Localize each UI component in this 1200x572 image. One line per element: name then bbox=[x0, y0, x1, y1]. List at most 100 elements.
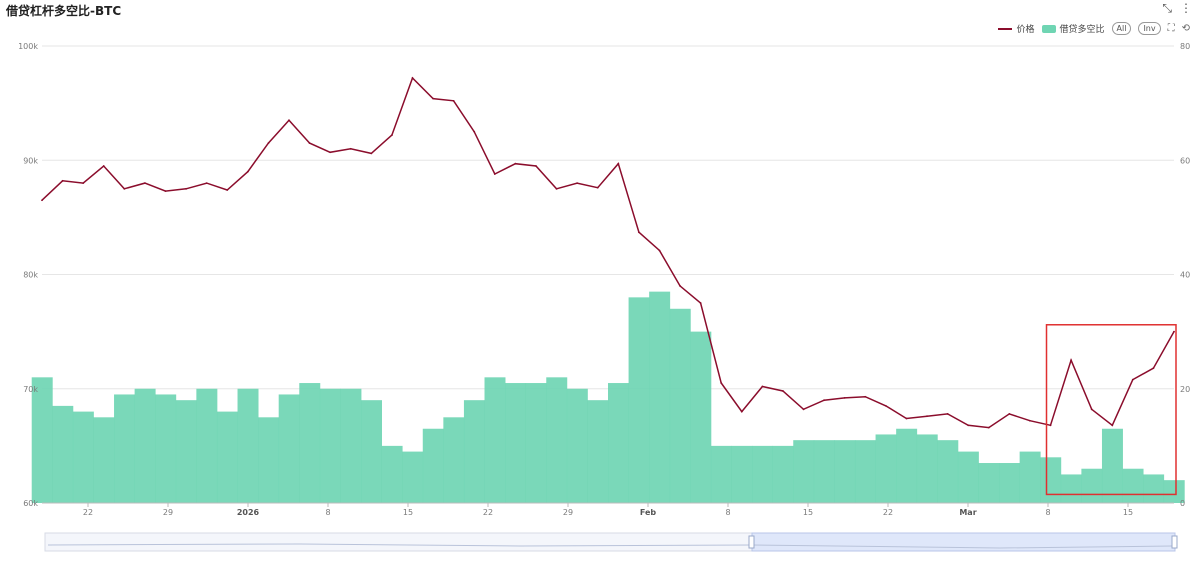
price-point bbox=[144, 182, 146, 185]
ratio-bar bbox=[525, 383, 547, 503]
price-point bbox=[1090, 408, 1093, 411]
ratio-bar bbox=[361, 400, 382, 503]
zoom-reset-icon[interactable]: ⟲ bbox=[1181, 23, 1190, 34]
ratio-bar bbox=[93, 417, 115, 503]
ratio-bar bbox=[278, 394, 300, 503]
ratio-bar bbox=[813, 440, 835, 503]
ratio-bar bbox=[587, 400, 609, 503]
ratio-bar bbox=[649, 291, 671, 503]
legend-ratio-swatch bbox=[1041, 24, 1056, 33]
x-tick-label: 22 bbox=[483, 508, 493, 517]
price-point bbox=[1029, 419, 1031, 422]
ratio-bar bbox=[114, 394, 136, 503]
price-point bbox=[82, 182, 85, 185]
price-point bbox=[1152, 367, 1155, 370]
ratio-bar bbox=[72, 411, 94, 503]
price-point bbox=[596, 186, 599, 189]
ratio-bar bbox=[999, 463, 1021, 503]
ratio-bar bbox=[710, 445, 732, 503]
price-point bbox=[123, 187, 126, 190]
price-point bbox=[864, 395, 867, 398]
price-point bbox=[514, 162, 517, 165]
ratio-bar bbox=[505, 383, 527, 503]
ratio-bar bbox=[834, 440, 856, 503]
y-right-tick: 80 bbox=[1180, 42, 1190, 51]
price-point bbox=[905, 417, 908, 420]
x-tick-label: 22 bbox=[883, 508, 893, 517]
price-point bbox=[205, 182, 208, 185]
y-left-tick: 100k bbox=[18, 42, 38, 51]
ratio-bar bbox=[1019, 451, 1041, 503]
all-button[interactable]: All bbox=[1111, 22, 1132, 35]
price-point bbox=[802, 408, 805, 411]
price-point bbox=[679, 285, 681, 287]
x-tick-label: 29 bbox=[563, 508, 573, 517]
price-point bbox=[370, 152, 373, 155]
legend-item-price[interactable]: 价格 bbox=[998, 22, 1035, 35]
x-tick-label: 8 bbox=[725, 508, 730, 517]
price-point bbox=[61, 179, 64, 182]
x-tick-label: Feb bbox=[640, 508, 657, 517]
x-tick-label: 8 bbox=[325, 508, 330, 517]
ratio-bar bbox=[793, 440, 815, 503]
price-point bbox=[658, 249, 661, 252]
more-icon[interactable]: ⋮ bbox=[1180, 1, 1192, 15]
ratio-bar bbox=[52, 405, 74, 503]
ratio-bar bbox=[1143, 474, 1165, 503]
price-point bbox=[884, 404, 887, 407]
ratio-bar bbox=[669, 308, 691, 503]
price-point bbox=[1070, 359, 1072, 362]
range-slider[interactable] bbox=[44, 532, 1178, 552]
ratio-bar bbox=[628, 297, 650, 503]
price-point bbox=[637, 231, 640, 234]
ratio-bar bbox=[463, 400, 485, 503]
price-point bbox=[349, 147, 352, 150]
slider-window[interactable] bbox=[751, 532, 1176, 552]
ratio-bar bbox=[31, 377, 53, 503]
slider-handle-right[interactable] bbox=[1171, 535, 1178, 549]
x-tick-label: 8 bbox=[1045, 508, 1050, 517]
ratio-bar bbox=[443, 417, 465, 503]
price-point bbox=[390, 134, 393, 137]
price-point bbox=[1049, 424, 1052, 427]
price-point bbox=[1111, 424, 1114, 427]
ratio-bar bbox=[1060, 474, 1082, 503]
ratio-bar bbox=[422, 428, 444, 503]
price-point bbox=[452, 99, 455, 102]
price-point bbox=[740, 410, 743, 413]
price-point bbox=[246, 170, 249, 173]
price-points bbox=[41, 77, 1175, 429]
y-right-tick: 60 bbox=[1180, 156, 1190, 165]
price-line bbox=[41, 76, 1175, 429]
legend-item-ratio[interactable]: 借贷多空比 bbox=[1041, 22, 1105, 35]
x-tick-label: 29 bbox=[163, 508, 173, 517]
inv-button[interactable]: Inv bbox=[1138, 22, 1161, 35]
price-point bbox=[226, 189, 229, 191]
price-point bbox=[576, 182, 579, 185]
price-point bbox=[843, 396, 846, 399]
expand-icon[interactable]: ⤡ bbox=[1162, 1, 1172, 15]
ratio-bar bbox=[237, 388, 259, 503]
price-point bbox=[185, 187, 187, 190]
price-point bbox=[535, 165, 537, 167]
legend: 价格 借贷多空比 All Inv ⛶ ⟲ bbox=[998, 22, 1190, 35]
price-point bbox=[987, 426, 990, 429]
ratio-bar bbox=[546, 377, 568, 503]
price-point bbox=[329, 151, 332, 154]
y-left-tick: 90k bbox=[23, 156, 38, 165]
y-axis-right: 0 20 40 60 80 bbox=[1180, 42, 1190, 508]
ratio-bar bbox=[258, 417, 280, 503]
price-point bbox=[946, 412, 949, 415]
slider-handle-left[interactable] bbox=[748, 535, 755, 549]
chart-title: 借贷杠杆多空比-BTC bbox=[6, 4, 122, 18]
y-left-tick: 80k bbox=[23, 271, 38, 280]
y-axis-left: 60k 70k 80k 90k 100k bbox=[18, 42, 38, 508]
x-tick-label: 15 bbox=[803, 508, 813, 517]
zoom-select-icon[interactable]: ⛶ bbox=[1167, 23, 1175, 34]
x-axis: 22 29 2026 8 15 22 29 Feb 8 15 22 Mar 8 15 bbox=[42, 502, 1174, 517]
x-tick-label: 2026 bbox=[237, 508, 260, 517]
ratio-bar bbox=[1040, 457, 1062, 503]
y-right-tick: 0 bbox=[1180, 499, 1185, 508]
ratio-bar bbox=[1122, 468, 1144, 503]
